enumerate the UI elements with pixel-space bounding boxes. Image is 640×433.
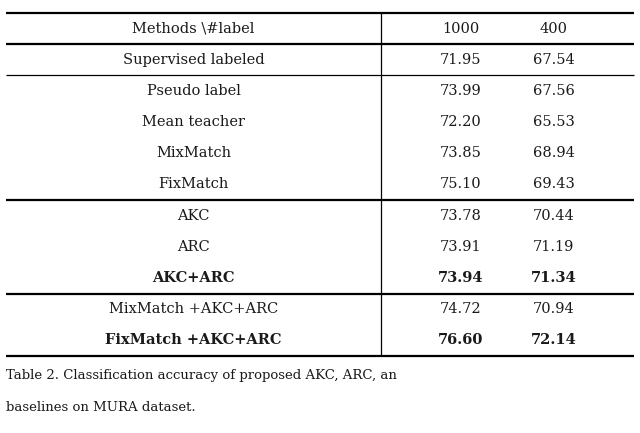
Text: 72.14: 72.14 [531, 333, 577, 347]
Text: 68.94: 68.94 [532, 146, 575, 160]
Text: 400: 400 [540, 22, 568, 36]
Text: AKC: AKC [177, 209, 210, 223]
Text: 70.94: 70.94 [532, 302, 575, 316]
Text: Pseudo label: Pseudo label [147, 84, 241, 98]
Text: 73.94: 73.94 [438, 271, 484, 285]
Text: Mean teacher: Mean teacher [142, 115, 245, 129]
Text: Methods \#label: Methods \#label [132, 22, 255, 36]
Text: 74.72: 74.72 [440, 302, 482, 316]
Text: MixMatch +AKC+ARC: MixMatch +AKC+ARC [109, 302, 278, 316]
Text: 65.53: 65.53 [532, 115, 575, 129]
Text: 72.20: 72.20 [440, 115, 482, 129]
Text: AKC+ARC: AKC+ARC [152, 271, 235, 285]
Text: 76.60: 76.60 [438, 333, 483, 347]
Text: ARC: ARC [177, 240, 210, 254]
Text: 71.95: 71.95 [440, 53, 481, 67]
Text: 67.56: 67.56 [532, 84, 575, 98]
Text: 67.54: 67.54 [532, 53, 575, 67]
Text: 70.44: 70.44 [532, 209, 575, 223]
Text: 73.99: 73.99 [440, 84, 482, 98]
Text: Table 2. Classification accuracy of proposed AKC, ARC, an: Table 2. Classification accuracy of prop… [6, 369, 397, 382]
Text: FixMatch: FixMatch [159, 178, 228, 191]
Text: baselines on MURA dataset.: baselines on MURA dataset. [6, 401, 196, 414]
Text: 73.78: 73.78 [440, 209, 482, 223]
Text: 69.43: 69.43 [532, 178, 575, 191]
Text: 71.34: 71.34 [531, 271, 577, 285]
Text: 71.19: 71.19 [533, 240, 574, 254]
Text: MixMatch: MixMatch [156, 146, 231, 160]
Text: 75.10: 75.10 [440, 178, 482, 191]
Text: 73.85: 73.85 [440, 146, 482, 160]
Text: 73.91: 73.91 [440, 240, 482, 254]
Text: Supervised labeled: Supervised labeled [123, 53, 264, 67]
Text: 1000: 1000 [442, 22, 479, 36]
Text: FixMatch +AKC+ARC: FixMatch +AKC+ARC [106, 333, 282, 347]
